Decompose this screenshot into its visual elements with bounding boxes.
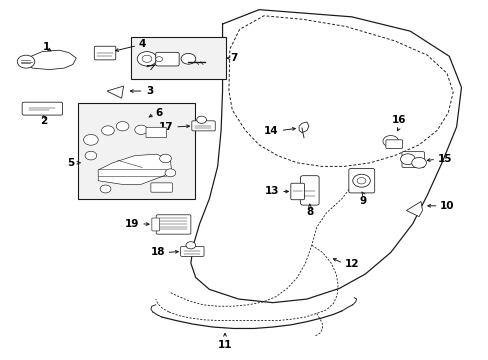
Text: 18: 18 <box>150 247 164 257</box>
Circle shape <box>100 185 111 193</box>
Text: 7: 7 <box>229 53 237 63</box>
FancyBboxPatch shape <box>385 140 402 148</box>
FancyBboxPatch shape <box>348 168 374 193</box>
Circle shape <box>196 116 206 123</box>
Circle shape <box>411 157 426 168</box>
FancyBboxPatch shape <box>401 152 424 167</box>
Polygon shape <box>22 50 76 69</box>
FancyBboxPatch shape <box>300 176 319 205</box>
Circle shape <box>356 177 365 184</box>
Text: 16: 16 <box>391 116 406 126</box>
FancyBboxPatch shape <box>146 127 166 138</box>
Text: 14: 14 <box>264 126 278 135</box>
Circle shape <box>159 154 171 163</box>
Polygon shape <box>107 86 123 98</box>
FancyBboxPatch shape <box>156 215 190 234</box>
Text: 1: 1 <box>42 42 50 51</box>
Circle shape <box>116 122 129 131</box>
Circle shape <box>400 154 414 165</box>
Circle shape <box>185 242 195 249</box>
Text: 11: 11 <box>217 339 232 350</box>
Text: 5: 5 <box>67 158 75 168</box>
Circle shape <box>164 169 175 177</box>
Text: 4: 4 <box>138 40 145 49</box>
Text: 12: 12 <box>344 259 358 269</box>
Circle shape <box>142 55 152 62</box>
Circle shape <box>382 135 398 147</box>
Circle shape <box>85 151 97 160</box>
Circle shape <box>135 125 147 134</box>
Text: 19: 19 <box>125 219 140 229</box>
Circle shape <box>17 55 35 68</box>
FancyBboxPatch shape <box>180 246 203 256</box>
Circle shape <box>83 134 98 145</box>
Circle shape <box>137 51 157 66</box>
FancyBboxPatch shape <box>22 102 62 115</box>
Polygon shape <box>98 154 171 184</box>
FancyBboxPatch shape <box>94 46 116 60</box>
Polygon shape <box>299 122 308 133</box>
Text: 17: 17 <box>159 122 173 132</box>
Text: 2: 2 <box>40 116 47 126</box>
Polygon shape <box>406 202 422 217</box>
Circle shape <box>352 174 369 187</box>
FancyBboxPatch shape <box>156 52 179 66</box>
Text: 10: 10 <box>439 201 453 211</box>
Text: 8: 8 <box>305 207 313 217</box>
FancyBboxPatch shape <box>152 218 159 231</box>
Text: 6: 6 <box>156 108 163 118</box>
Text: 13: 13 <box>264 186 279 197</box>
Circle shape <box>181 53 195 64</box>
Bar <box>131 37 226 79</box>
Text: 3: 3 <box>146 86 153 96</box>
Circle shape <box>102 126 114 135</box>
FancyBboxPatch shape <box>191 121 215 131</box>
FancyBboxPatch shape <box>151 183 172 192</box>
Text: 9: 9 <box>359 196 366 206</box>
Bar <box>78 103 194 199</box>
Text: 15: 15 <box>437 154 451 164</box>
Circle shape <box>156 57 162 62</box>
FancyBboxPatch shape <box>290 183 304 200</box>
